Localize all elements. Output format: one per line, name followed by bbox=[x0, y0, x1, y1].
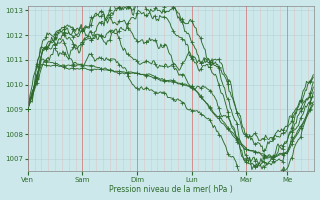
X-axis label: Pression niveau de la mer( hPa ): Pression niveau de la mer( hPa ) bbox=[109, 185, 233, 194]
